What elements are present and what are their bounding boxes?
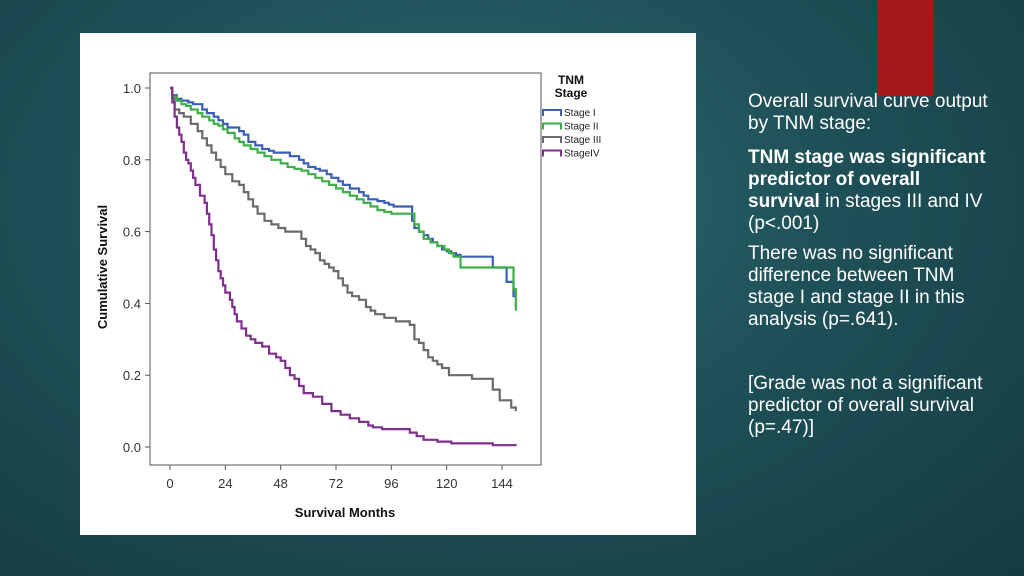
legend-swatch <box>542 136 562 143</box>
significance-rest: in stages III and IV (p<.001) <box>748 191 983 234</box>
no-difference-text: There was no significant difference betw… <box>748 243 965 330</box>
series-line-stageiv <box>170 86 517 447</box>
legend-title-line2: Stage <box>555 86 588 100</box>
legend-swatch <box>542 122 562 130</box>
legend-title-line1: TNM <box>558 73 584 87</box>
legend-label: Stage I <box>564 108 596 119</box>
survival-chart-card: 0.0 0.2 0.4 0.6 0.8 1.0 0 24 48 72 96 120 144 Surviva… <box>80 33 696 535</box>
intro-text: Overall survival curve output by TNM sta… <box>748 91 988 134</box>
accent-bar <box>877 0 934 96</box>
y-tick-label: 1.0 <box>123 81 141 96</box>
x-tick-label: 72 <box>329 476 343 491</box>
y-tick-label: 0.2 <box>123 368 141 383</box>
y-axis-label: Cumulative Survival <box>95 205 110 329</box>
x-tick-label: 96 <box>384 476 398 491</box>
legend-label: Stage III <box>564 135 601 146</box>
plot-frame <box>149 72 542 466</box>
x-tick-label: 120 <box>436 476 458 491</box>
significance-bold: TNM stage was significant predictor of o… <box>748 147 986 212</box>
grade-note-text: [Grade was not a significant predictor o… <box>748 373 983 438</box>
x-tick-label: 48 <box>273 476 287 491</box>
x-tick-label: 0 <box>166 476 173 491</box>
x-tick-label: 144 <box>491 476 513 491</box>
y-tick-label: 0.4 <box>123 296 141 311</box>
significance-text: TNM stage was significant predictor of o… <box>748 147 988 235</box>
series-line-stage-ii <box>170 86 517 311</box>
y-tick-label: 0.0 <box>123 440 141 455</box>
series-line-stage-iii <box>170 86 517 412</box>
legend-label: StageIV <box>564 149 600 160</box>
legend-swatch <box>542 149 562 157</box>
legend-label: Stage II <box>564 122 598 133</box>
x-axis-label: Survival Months <box>295 505 395 520</box>
survival-chart: 0.0 0.2 0.4 0.6 0.8 1.0 0 24 48 72 96 120 144 Surviva… <box>95 72 601 520</box>
y-tick-label: 0.8 <box>123 153 141 168</box>
legend-swatch <box>542 109 562 116</box>
x-tick-label: 24 <box>218 476 232 491</box>
side-text-panel: Overall survival curve output by TNM sta… <box>748 91 988 439</box>
series-line-stage-i <box>170 86 516 298</box>
y-tick-label: 0.6 <box>123 225 141 240</box>
